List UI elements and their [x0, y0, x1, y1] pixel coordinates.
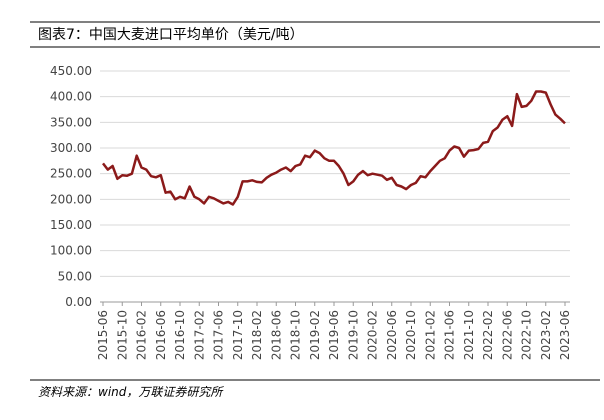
x-tick-label: 2019-10 [346, 310, 360, 360]
x-tick-label: 2015-10 [115, 310, 129, 360]
x-tick-label: 2020-10 [404, 310, 418, 360]
y-tick-label: 200.00 [50, 192, 92, 206]
x-tick-label: 2016-10 [173, 310, 187, 360]
y-tick-label: 50.00 [58, 269, 92, 283]
x-tick-label: 2016-06 [154, 310, 168, 360]
x-tick-label: 2023-02 [539, 310, 553, 360]
x-tick-label: 2018-02 [250, 310, 264, 360]
x-tick-label: 2020-06 [385, 310, 399, 360]
x-tick-label: 2021-10 [462, 310, 476, 360]
y-tick-label: 150.00 [50, 218, 92, 232]
x-tick-label: 2020-02 [366, 310, 380, 360]
x-tick-label: 2017-06 [212, 310, 226, 360]
x-tick-label: 2018-10 [289, 310, 303, 360]
x-tick-label: 2019-06 [327, 310, 341, 360]
x-tick-label: 2022-10 [520, 310, 534, 360]
x-tick-label: 2016-02 [135, 310, 149, 360]
x-tick-label: 2017-10 [231, 310, 245, 360]
y-tick-label: 400.00 [50, 90, 92, 104]
y-tick-label: 450.00 [50, 64, 92, 78]
y-tick-label: 250.00 [50, 167, 92, 181]
x-tick-label: 2018-06 [269, 310, 283, 360]
y-tick-label: 0.00 [65, 295, 92, 309]
x-tick-label: 2022-02 [481, 310, 495, 360]
chart-title: 图表7：中国大麦进口平均单价（美元/吨） [38, 27, 304, 43]
line-series [102, 90, 566, 206]
x-tick-label: 2017-02 [192, 310, 206, 360]
x-tick-label: 2015-06 [96, 310, 110, 360]
x-tick-label: 2021-02 [423, 310, 437, 360]
x-tick-label: 2019-02 [308, 310, 322, 360]
x-tick-label: 2022-06 [500, 310, 514, 360]
source-note: 资料来源：wind，万联证券研究所 [38, 385, 224, 399]
x-tick-label: 2023-06 [558, 310, 572, 360]
x-tick-label: 2021-06 [443, 310, 457, 360]
y-tick-label: 100.00 [50, 244, 92, 258]
y-tick-label: 300.00 [50, 141, 92, 155]
y-tick-label: 350.00 [50, 115, 92, 129]
